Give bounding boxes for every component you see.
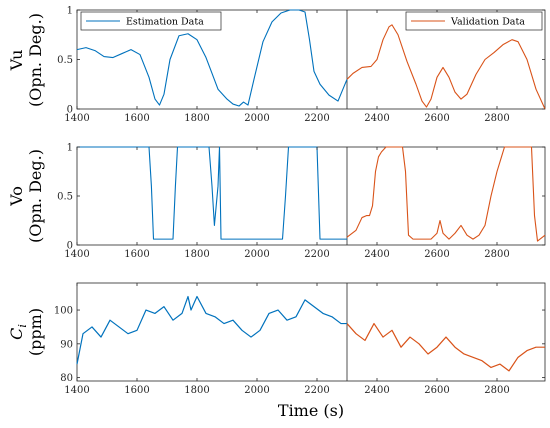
series-line-estimation: [76, 9, 348, 107]
panel-ci: 1400 1600 1800 2000 2200 2400 2600 2800 80 90 100…: [7, 282, 546, 420]
legend-label-validation: Validation Data: [450, 17, 525, 28]
y-label-symbol: C: [7, 328, 26, 340]
x-tick-label: 1600: [124, 385, 149, 396]
x-tick-label: 2200: [304, 249, 329, 260]
y-label-line1: Ci: [7, 324, 29, 340]
x-tick-label: 1400: [64, 249, 89, 260]
y-axis-label: Ci (ppm): [7, 308, 45, 356]
x-tick-label: 1400: [64, 385, 89, 396]
legend-validation: Validation Data: [405, 11, 543, 31]
panel-vu: 1400 1600 1800 2000 2200 2400 2600 2800 00.51 V…: [7, 6, 546, 124]
x-tick-label: 2800: [484, 385, 509, 396]
series-line-validation: [346, 146, 546, 242]
plot-series: [77, 146, 546, 242]
y-axis-label: Vo (Opn. Deg.): [7, 149, 45, 243]
x-tick-label: 2200: [304, 385, 329, 396]
x-tick-label: 2000: [244, 249, 269, 260]
x-ticks: 1400 1600 1800 2000 2200 2400 2600 2800: [64, 10, 510, 124]
x-tick-label: 2000: [244, 385, 269, 396]
legend-box: [80, 11, 222, 31]
x-tick-label: 2800: [484, 249, 509, 260]
x-tick-label: 2400: [364, 113, 389, 124]
x-tick-label: 2400: [364, 249, 389, 260]
y-label-line2: (Opn. Deg.): [26, 13, 45, 107]
x-tick-label: 2200: [304, 113, 329, 124]
x-tick-label: 1800: [184, 113, 209, 124]
y-ticks: 00.51: [57, 6, 545, 116]
x-tick-label: 2600: [424, 385, 449, 396]
x-tick-label: 2400: [364, 385, 389, 396]
x-tick-label: 2600: [424, 113, 449, 124]
y-tick-label: 1: [67, 143, 73, 154]
y-label-line1: Vu: [7, 50, 26, 72]
y-tick-label: 0.5: [57, 192, 73, 203]
y-ticks: 80 90 100: [54, 306, 545, 384]
y-tick-label: 1: [67, 6, 73, 17]
x-ticks: 1400 1600 1800 2000 2200 2400 2600 2800: [64, 147, 510, 260]
x-tick-label: 1800: [184, 249, 209, 260]
y-label-line1: Vo: [7, 186, 26, 207]
panel-vo: 1400 1600 1800 2000 2200 2400 2600 2800 00.51 V…: [7, 143, 546, 260]
x-axis-label: Time (s): [278, 401, 344, 420]
y-label-line2: (Opn. Deg.): [26, 149, 45, 243]
y-label-subscript: i: [16, 324, 29, 328]
plot-series: [76, 295, 545, 372]
y-tick-label: 90: [60, 339, 73, 350]
y-axis-label: Vu (Opn. Deg.): [7, 13, 45, 107]
legend-box: [405, 11, 543, 31]
x-tick-label: 2600: [424, 249, 449, 260]
y-tick-label: 0: [67, 241, 73, 252]
x-tick-label: 1800: [184, 385, 209, 396]
y-tick-label: 100: [54, 306, 73, 317]
x-tick-label: 1400: [64, 113, 89, 124]
x-tick-label: 1600: [124, 249, 149, 260]
y-tick-label: 0.5: [57, 55, 73, 66]
plot-series: [76, 9, 546, 110]
x-tick-label: 2000: [244, 113, 269, 124]
y-tick-label: 0: [67, 105, 73, 116]
x-ticks: 1400 1600 1800 2000 2200 2400 2600 2800: [64, 283, 510, 396]
y-tick-label: 80: [60, 373, 73, 384]
axes-box: [76, 282, 546, 382]
series-line-estimation: [77, 146, 347, 240]
series-line-validation: [346, 322, 545, 372]
series-line-estimation: [76, 295, 347, 365]
y-label-line2: (ppm): [26, 308, 45, 356]
x-tick-label: 2800: [484, 113, 509, 124]
x-tick-label: 1600: [124, 113, 149, 124]
legend-label-estimation: Estimation Data: [126, 17, 204, 28]
y-ticks: 00.51: [57, 143, 545, 252]
legend-estimation: Estimation Data: [80, 11, 222, 31]
series-line-validation: [346, 24, 546, 110]
